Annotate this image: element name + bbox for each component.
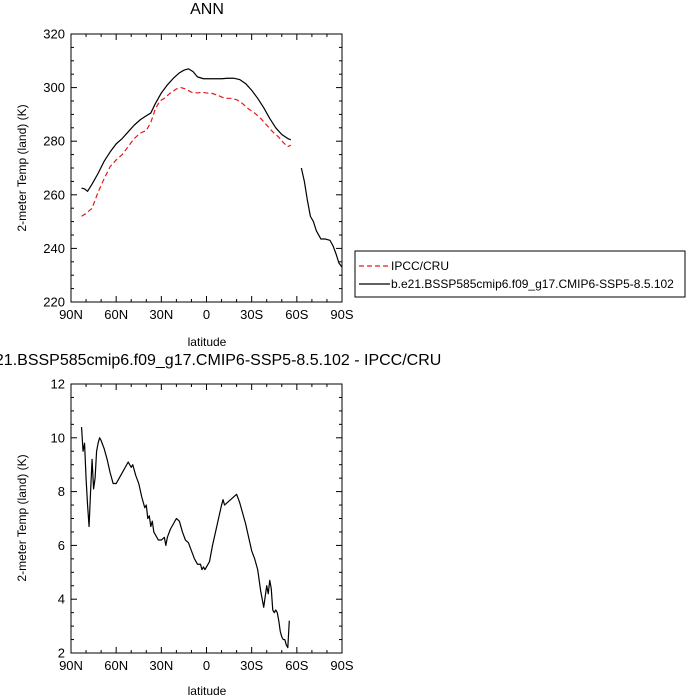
bottom-plot-frame — [70, 383, 343, 654]
top-panel: ANN 90N 60N 30N 0 30S 60S 90S 220 240 260 280 300 32… — [15, 1, 354, 349]
bottom-plot-area — [80, 427, 290, 649]
bottom-y-tick-label: 12 — [51, 377, 65, 392]
top-plot-frame — [70, 33, 343, 303]
top-series-line-0 — [81, 87, 292, 217]
bottom-x-tick-label: 60N — [104, 658, 128, 673]
bottom-chart-title: b.e21.BSSP585cmip6.f09_g17.CMIP6-SSP5-8.… — [0, 352, 441, 369]
bottom-y-tick-label: 8 — [58, 484, 65, 499]
top-y-tick-label: 320 — [43, 27, 65, 42]
top-axes: 90N 60N 30N 0 30S 60S 90S 220 240 260 280 300 320 — [43, 27, 354, 323]
bottom-y-tick-label: 6 — [58, 538, 65, 553]
top-y-tick-label: 300 — [43, 80, 65, 95]
top-x-tick-label: 60N — [104, 307, 128, 322]
top-y-tick-label: 240 — [43, 241, 65, 256]
bottom-axes: 90N 60N 30N 0 30S 60S 90S 2 4 6 8 10 12 — [51, 377, 354, 674]
bottom-panel: b.e21.BSSP585cmip6.f09_g17.CMIP6-SSP5-8.… — [0, 352, 441, 698]
top-y-tick-label: 260 — [43, 187, 65, 202]
top-chart-title: ANN — [190, 1, 224, 18]
legend-label-model: b.e21.BSSP585cmip6.f09_g17.CMIP6-SSP5-8.… — [391, 277, 674, 291]
bottom-y-tick-label: 4 — [58, 592, 65, 607]
legend: IPCC/CRU b.e21.BSSP585cmip6.f09_g17.CMIP… — [354, 250, 686, 298]
bottom-y-axis-label: 2-meter Temp (land) (K) — [15, 454, 29, 581]
top-x-tick-label: 30N — [149, 307, 173, 322]
legend-label-ipcc-cru: IPCC/CRU — [391, 259, 449, 273]
top-x-tick-label: 90N — [59, 307, 83, 322]
bottom-x-axis-label: latitude — [188, 684, 227, 698]
bottom-x-tick-label: 30N — [149, 658, 173, 673]
top-x-axis-label: latitude — [188, 335, 227, 349]
top-series-line-1 — [81, 68, 343, 268]
bottom-x-tick-label: 60S — [285, 658, 308, 673]
bottom-y-tick-label: 2 — [58, 646, 65, 661]
bottom-x-tick-label: 30S — [240, 658, 263, 673]
top-x-tick-label: 0 — [203, 307, 210, 322]
bottom-series-line-0 — [80, 427, 290, 649]
top-x-tick-label: 90S — [330, 307, 353, 322]
top-x-tick-label: 30S — [240, 307, 263, 322]
top-y-tick-label: 280 — [43, 134, 65, 149]
top-plot-area — [81, 68, 343, 268]
legend-box — [354, 250, 686, 298]
bottom-x-tick-label: 90S — [330, 658, 353, 673]
top-x-tick-label: 60S — [285, 307, 308, 322]
top-y-tick-label: 220 — [43, 295, 65, 310]
top-y-axis-label: 2-meter Temp (land) (K) — [15, 104, 29, 231]
bottom-x-tick-label: 90N — [59, 658, 83, 673]
bottom-y-tick-label: 10 — [51, 430, 65, 445]
bottom-x-tick-label: 0 — [203, 658, 210, 673]
